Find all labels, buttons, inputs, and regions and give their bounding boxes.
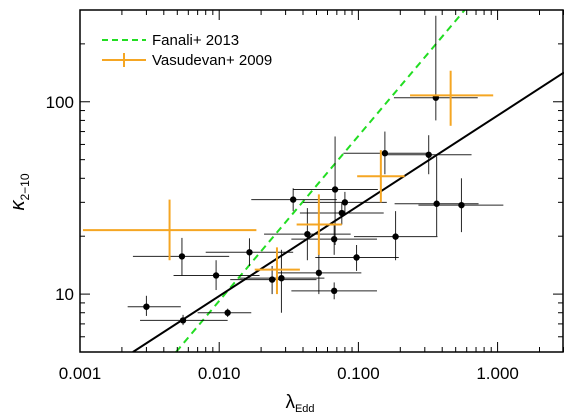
black-point-20 <box>393 15 478 121</box>
black-point-10 <box>276 252 362 295</box>
black-point-marker <box>143 303 150 310</box>
black-point-18 <box>354 211 438 261</box>
black-point-15 <box>302 191 387 215</box>
black-point-14 <box>299 202 384 225</box>
black-point-3 <box>173 260 260 291</box>
black-point-marker <box>330 287 338 295</box>
black-point-13 <box>291 282 377 300</box>
black-point-marker <box>278 274 285 282</box>
black-point-marker <box>331 186 339 193</box>
legend-vasudevan-swatch <box>102 53 146 67</box>
black-point-16 <box>315 245 399 271</box>
plot-area <box>82 10 564 352</box>
plot-content <box>82 10 564 352</box>
y-tick-label: 10 <box>55 285 74 304</box>
black-point-marker <box>330 235 338 243</box>
black-point-marker <box>179 317 187 324</box>
black-point-2 <box>132 237 230 276</box>
vasudevan-point-3 <box>357 150 405 203</box>
y-axis-title: κ2−10 <box>7 173 32 210</box>
black-point-1 <box>140 314 228 326</box>
x-tick-label: 0.001 <box>59 364 102 383</box>
black-point-7 <box>239 249 325 313</box>
axis-ticks: 0.001 0.010 0.100 1.000 10 100 <box>46 9 564 383</box>
vasudevan-point-4 <box>410 70 494 126</box>
black-point-marker <box>289 196 297 203</box>
black-point-0 <box>127 295 181 316</box>
black-point-marker <box>268 276 276 283</box>
x-axis-title: λEdd <box>285 392 314 413</box>
black-point-11 <box>293 136 378 246</box>
black-point-marker <box>246 249 253 256</box>
black-point-marker <box>212 272 220 279</box>
black-point-marker <box>315 269 323 277</box>
fanali-relation-line <box>175 10 466 352</box>
x-tick-label: 0.100 <box>337 364 380 383</box>
best-fit-line <box>132 71 564 352</box>
plot-frame <box>79 9 564 353</box>
black-point-marker <box>458 201 465 209</box>
black-point-17 <box>343 131 427 175</box>
black-point-marker <box>304 230 311 238</box>
vasudevan-point-0 <box>82 199 257 261</box>
vasudevan-point-2 <box>296 194 342 255</box>
legend: Fanali+ 2013 Vasudevan+ 2009 <box>102 32 272 69</box>
black-point-marker <box>433 200 440 207</box>
black-point-marker <box>224 309 231 316</box>
y-tick-label: 100 <box>46 93 74 112</box>
vasudevan-point-1 <box>254 247 300 295</box>
black-point-21 <box>394 156 479 237</box>
black-point-19 <box>386 135 472 175</box>
black-point-5 <box>205 238 294 266</box>
x-tick-label: 1.000 <box>476 364 519 383</box>
black-point-marker <box>341 199 349 206</box>
black-point-marker <box>392 233 399 240</box>
black-point-marker <box>425 151 432 158</box>
legend-fanali-label: Fanali+ 2013 <box>152 32 239 49</box>
black-point-marker <box>338 209 346 217</box>
legend-vasudevan-label: Vasudevan+ 2009 <box>152 52 272 69</box>
black-point-8 <box>251 188 337 212</box>
black-point-marker <box>381 150 389 157</box>
black-point-4 <box>197 308 252 318</box>
x-tick-label: 0.010 <box>198 364 241 383</box>
black-point-12 <box>291 224 377 255</box>
black-point-marker <box>178 253 186 260</box>
black-point-9 <box>264 208 351 261</box>
black-point-marker <box>353 254 360 261</box>
black-point-22 <box>418 178 504 233</box>
